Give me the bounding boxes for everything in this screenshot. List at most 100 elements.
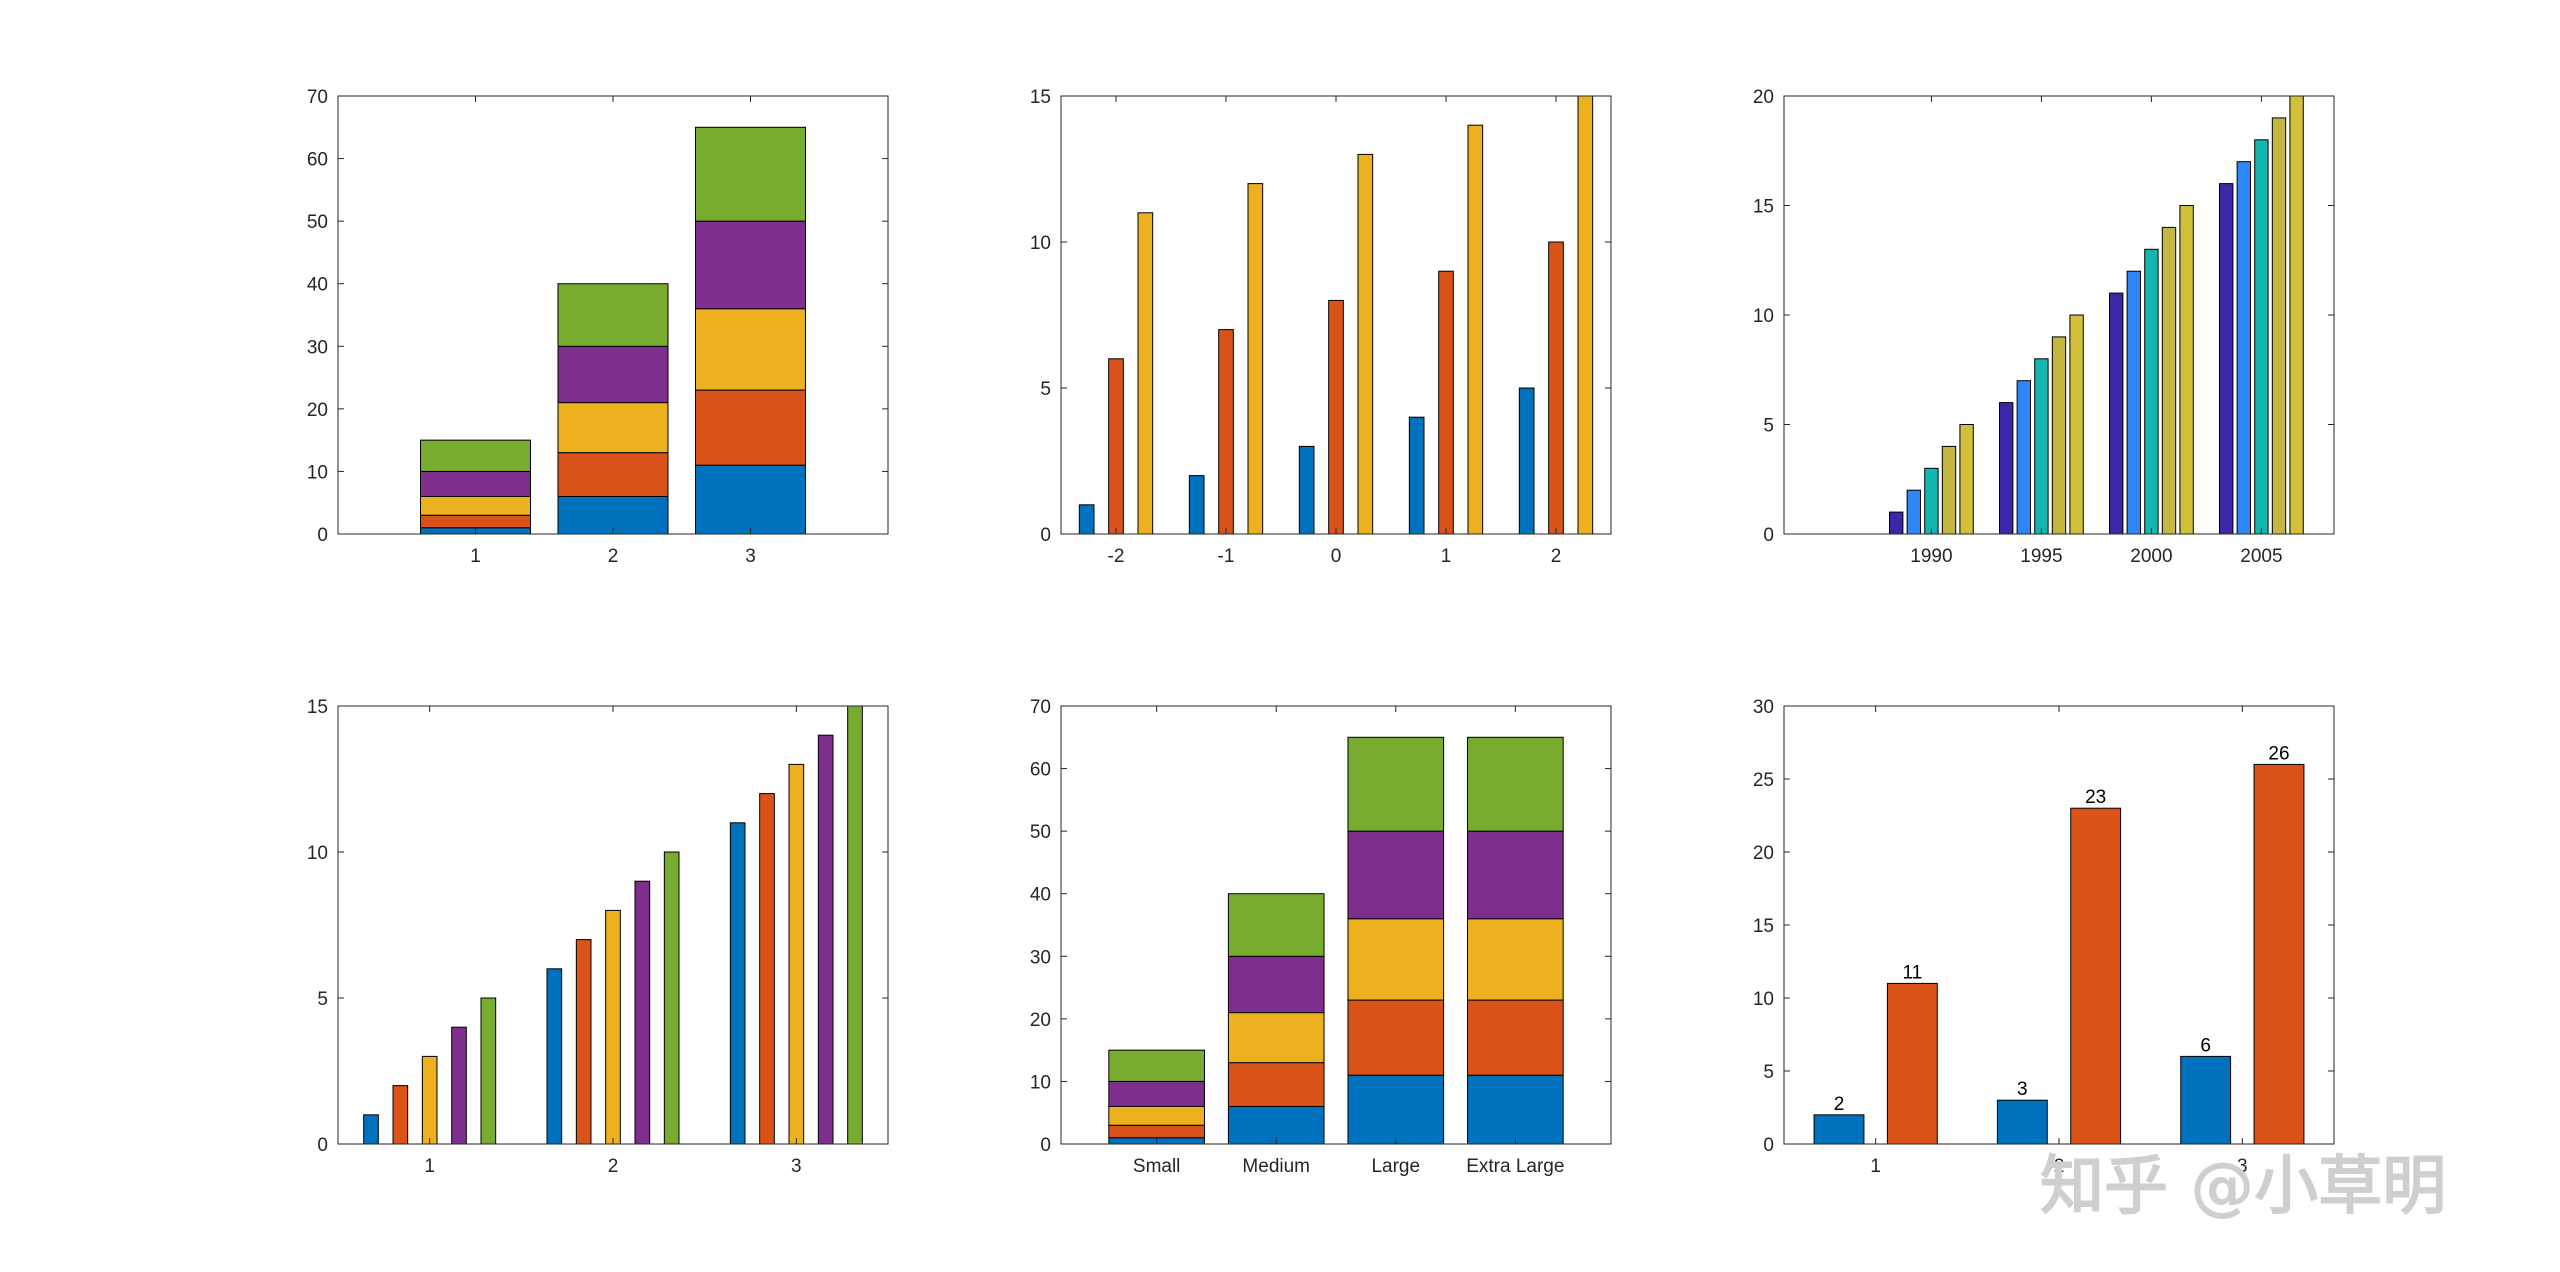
y-tick-label: 30 (1030, 947, 1051, 968)
watermark-layer: 知乎 @小草明 (2040, 1150, 2446, 1224)
bar-s3-c3 (1357, 153, 1374, 535)
bar-segment-s5-c1 (420, 439, 531, 472)
bar-segment-s5-c1 (1108, 1049, 1205, 1082)
y-tick-label: 10 (307, 843, 328, 864)
y-tick-label: 0 (1763, 1135, 1774, 1156)
y-tick-label: 10 (1030, 233, 1051, 254)
y-tick-label: 15 (307, 697, 328, 718)
y-tick-label: 5 (317, 989, 328, 1010)
bar-s1-c2 (1188, 475, 1205, 535)
bar-s3-c2 (605, 909, 621, 1145)
bar-s3-c5 (1577, 95, 1594, 535)
bar-s3-c4 (2254, 139, 2269, 535)
y-tick-label: 5 (1763, 416, 1774, 437)
y-tick-label: 15 (1753, 197, 1774, 218)
x-tick-label: 1 (470, 546, 481, 567)
bar-s2-c2 (2070, 807, 2122, 1145)
x-tick-label: 2 (1551, 546, 1562, 567)
bar-s4-c3 (817, 734, 834, 1145)
x-tick-label: 1995 (2020, 546, 2062, 567)
bar-segment-s3-c1 (1108, 1105, 1205, 1126)
bar-s1-c3 (2109, 292, 2124, 535)
x-tick-label: Medium (1242, 1156, 1310, 1177)
chart-2: 0 5 10 15 -2 -1 0 1 2 (1030, 87, 1612, 567)
bar-s5-c4 (2289, 95, 2304, 535)
y-tick-label: 15 (1030, 87, 1051, 108)
bar-s2-c3 (759, 793, 775, 1145)
y-tick-label: 10 (307, 462, 328, 483)
data-label-s2-c3: 26 (2268, 743, 2289, 764)
data-label-s2-c2: 23 (2085, 787, 2106, 808)
bar-segment-s2-c3 (695, 389, 806, 466)
bar-segment-s4-c2 (557, 345, 669, 404)
bar-s2-c1 (1906, 489, 1921, 535)
y-tick-label: 10 (1753, 306, 1774, 327)
y-tick-label: 10 (1753, 989, 1774, 1010)
bar-segment-s2-c2 (557, 452, 669, 497)
bar-segment-s4-c3 (695, 220, 806, 310)
bar-segment-s5-c4 (1467, 736, 1564, 832)
bar-segment-s3-c3 (695, 308, 806, 391)
bar-s5-c2 (2069, 314, 2084, 535)
bar-s2-c3 (1328, 299, 1344, 535)
bar-segment-s2-c3 (1347, 999, 1445, 1076)
bar-s2-c2 (575, 939, 592, 1145)
bar-s5-c3 (2179, 205, 2194, 535)
y-tick-label: 5 (1763, 1062, 1774, 1083)
chart-3: 0 5 10 15 20 1990 1995 2000 2005 (1753, 87, 2335, 567)
bar-segment-s4-c1 (420, 470, 531, 497)
bar-s3-c1 (421, 1055, 438, 1145)
bar-segment-s2-c4 (1467, 999, 1564, 1076)
bar-s2-c2 (2016, 380, 2031, 535)
bar-s4-c1 (1941, 445, 1957, 535)
y-tick-label: 40 (1030, 885, 1051, 906)
bar-segment-s5-c2 (1227, 893, 1325, 957)
bar-s2-c4 (2236, 161, 2251, 535)
bar-s4-c3 (2161, 226, 2177, 535)
bar-s3-c2 (1247, 183, 1264, 535)
y-tick-label: 0 (1040, 1135, 1051, 1156)
data-label-s1-c2: 3 (2017, 1079, 2028, 1100)
x-tick-label: -1 (1218, 546, 1235, 567)
axes-box (1060, 705, 1612, 1145)
y-tick-label: 20 (1753, 843, 1774, 864)
bar-s2-c5 (1548, 241, 1564, 535)
bar-s2-c1 (1886, 982, 1938, 1145)
bar-s3-c2 (2034, 358, 2049, 535)
bar-segment-s1-c4 (1467, 1074, 1564, 1145)
bar-s4-c4 (2271, 117, 2287, 535)
y-tick-label: 50 (307, 212, 328, 233)
bar-s2-c3 (2253, 763, 2305, 1145)
y-tick-label: 5 (1040, 379, 1051, 400)
x-tick-label: 1 (1441, 546, 1452, 567)
x-tick-label: Small (1133, 1156, 1181, 1177)
x-tick-label: -2 (1108, 546, 1125, 567)
y-tick-label: 10 (1030, 1072, 1051, 1093)
bar-s1-c2 (1996, 1099, 2048, 1145)
x-tick-label: 3 (745, 546, 756, 567)
bar-s5-c1 (1959, 424, 1974, 535)
axes-box (1783, 705, 2335, 1145)
bar-s1-c4 (1408, 416, 1425, 535)
bar-segment-s1-c2 (557, 495, 669, 535)
y-tick-label: 70 (1030, 697, 1051, 718)
bar-segment-s4-c2 (1227, 955, 1325, 1014)
y-tick-label: 60 (1030, 760, 1051, 781)
bar-s3-c3 (2144, 248, 2159, 535)
bar-s1-c1 (1889, 511, 1904, 535)
x-tick-label: 3 (2237, 1156, 2248, 1177)
bar-s5-c2 (663, 851, 680, 1145)
bar-segment-s3-c3 (1347, 918, 1445, 1001)
data-label-s2-c1: 11 (1902, 962, 1922, 983)
x-tick-label: 2 (608, 1156, 619, 1177)
y-tick-label: 15 (1753, 916, 1774, 937)
bar-segment-s1-c3 (1347, 1074, 1445, 1145)
y-tick-label: 25 (1753, 770, 1774, 791)
bar-segment-s4-c1 (1108, 1080, 1205, 1107)
x-tick-label: 1 (1870, 1156, 1881, 1177)
bar-segment-s5-c3 (1347, 736, 1445, 832)
bar-s1-c3 (1298, 445, 1315, 535)
bar-s2-c4 (1438, 270, 1454, 535)
